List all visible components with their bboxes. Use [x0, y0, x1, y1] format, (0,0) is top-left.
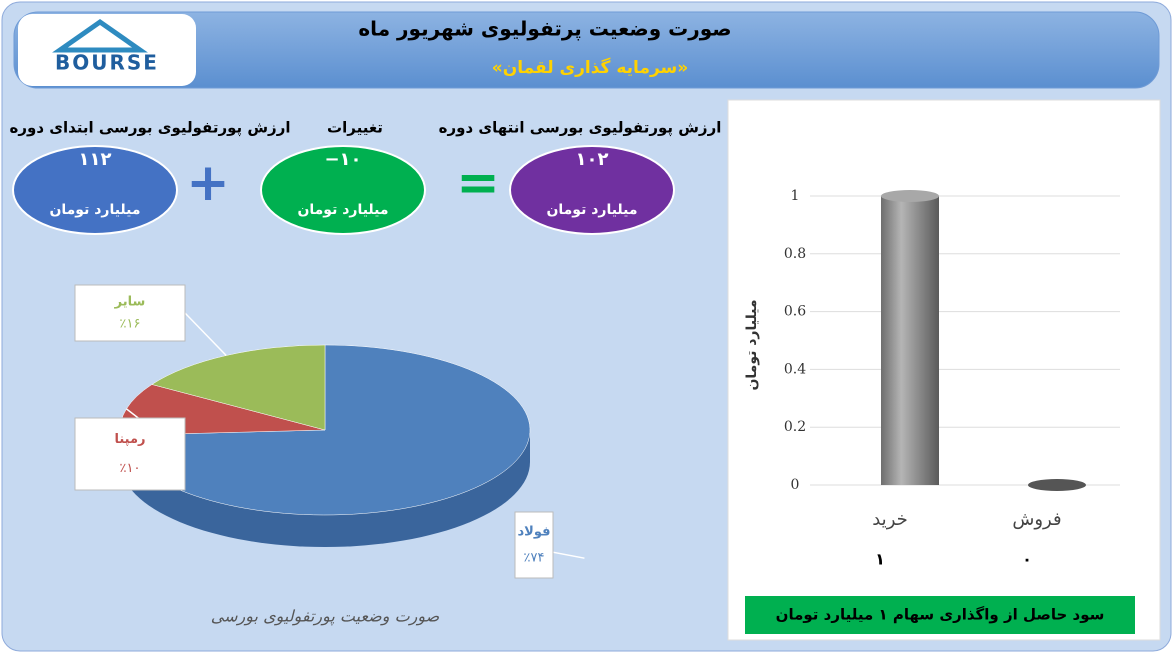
bar	[881, 196, 939, 485]
header-bar	[13, 11, 1160, 89]
y-tick-label: 0.8	[784, 246, 806, 262]
summary-unit: میلیارد تومان	[546, 202, 637, 218]
x-tick-label: خرید	[872, 509, 908, 530]
x-tick-label: فروش	[1012, 509, 1061, 530]
summary-label: تغییرات	[327, 119, 383, 137]
value-label: ٪۱۶	[120, 317, 141, 332]
y-tick-label: 0.6	[784, 304, 806, 320]
y-axis-label: میلیارد تومان	[744, 299, 760, 390]
y-tick-label: 0	[791, 477, 800, 493]
summary-unit: میلیارد تومان	[297, 202, 388, 218]
callout-box	[514, 511, 554, 579]
subtitle: «سرمایه گذاری لقمان»	[492, 57, 689, 78]
category-label: رمپنا	[114, 432, 145, 447]
summary-label: ارزش پورتفولیوی بورسی ابتدای دوره	[10, 119, 291, 138]
summary-circle	[260, 145, 426, 235]
summary-value: ۱۱۲	[79, 149, 112, 170]
callout-box	[74, 284, 186, 342]
category-label: فولاد	[517, 524, 550, 539]
logo-icon	[52, 18, 148, 53]
equals-sign: =	[456, 153, 500, 213]
y-tick-label: 1	[791, 188, 800, 204]
title: صورت وضعیت پرتفولیوی شهریور ماه	[358, 17, 731, 42]
summary-value: ۱۰۲	[576, 149, 609, 170]
bar-cap	[1028, 479, 1086, 491]
summary-value: −۱۰	[324, 149, 361, 170]
footer-box	[745, 596, 1135, 634]
plus-sign: +	[186, 153, 230, 213]
callout-line	[184, 312, 227, 357]
callout-box	[74, 417, 186, 491]
y-tick-label: 0.4	[784, 361, 806, 377]
value-label: ۰	[1022, 550, 1032, 569]
value-label: ٪۱۰	[120, 461, 141, 476]
summary-circle	[12, 145, 178, 235]
pie-title: صورت وضعیت پورتفولیوی بورسی	[211, 607, 440, 626]
category-label: سایر	[114, 294, 146, 309]
pie-slice	[151, 344, 326, 431]
summary-label: ارزش پورتفولیوی بورسی انتهای دوره	[439, 119, 722, 138]
y-tick-label: 0.2	[784, 419, 806, 435]
bar-panel	[727, 99, 1161, 641]
footer-text: سود حاصل از واگذاری سهام ۱ میلیارد تومان	[776, 606, 1105, 624]
value-label: ۱	[875, 550, 885, 569]
value-label: ٪۷۴	[524, 551, 545, 566]
logo-text: BOURSE	[55, 51, 159, 75]
summary-unit: میلیارد تومان	[49, 202, 140, 218]
bar-cap	[881, 190, 939, 202]
summary-circle	[509, 145, 675, 235]
